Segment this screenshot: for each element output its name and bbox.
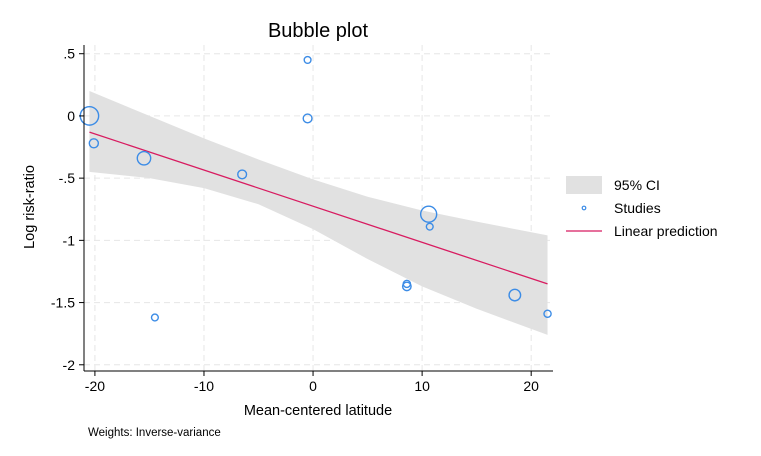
study-marker-12 [543,309,552,319]
study-marker-9 [419,205,438,223]
y-ticks: .5 0 -.5 -1 -1.5 -2 [51,46,84,373]
x-tick-label-2: 0 [309,378,317,394]
study-marker-2 [136,150,152,166]
study-marker-6 [302,113,313,124]
x-tick-label-4: 20 [523,378,539,394]
y-axis-label: Log risk-ratio [22,165,38,249]
study-marker-5 [303,55,312,65]
study-marker-11 [508,288,522,302]
x-axis-label: Mean-centered latitude [244,403,392,419]
chart-title: Bubble plot [268,20,369,42]
legend-studies-marker [581,205,587,211]
study-markers [79,55,552,322]
y-tick-label-2: -.5 [59,170,76,186]
x-tick-label-0: -20 [85,378,105,394]
y-tick-label-0: .5 [63,46,75,62]
x-tick-label-1: -10 [194,378,214,394]
y-tick-label-3: -1 [63,232,76,248]
study-marker-4 [237,169,248,180]
plot-axes [83,45,553,372]
x-tick-label-3: 10 [414,378,430,394]
linear-prediction-line [89,131,548,285]
legend-ci-label: 95% CI [614,177,660,193]
study-marker-1 [88,138,100,149]
study-marker-10 [425,222,434,231]
y-tick-label-1: 0 [67,108,75,124]
weights-note: Weights: Inverse-variance [88,427,221,439]
study-marker-8 [401,281,412,292]
legend-line-label: Linear prediction [614,223,718,239]
study-marker-3 [150,313,159,322]
legend-ci-swatch [566,176,602,194]
legend: 95% CI Studies Linear prediction [566,176,718,239]
legend-studies-label: Studies [614,200,661,216]
y-tick-label-5: -2 [63,357,76,373]
y-tick-label-4: -1.5 [51,295,75,311]
x-ticks: -20 -10 0 10 20 [85,371,539,394]
ci-band [89,91,548,335]
